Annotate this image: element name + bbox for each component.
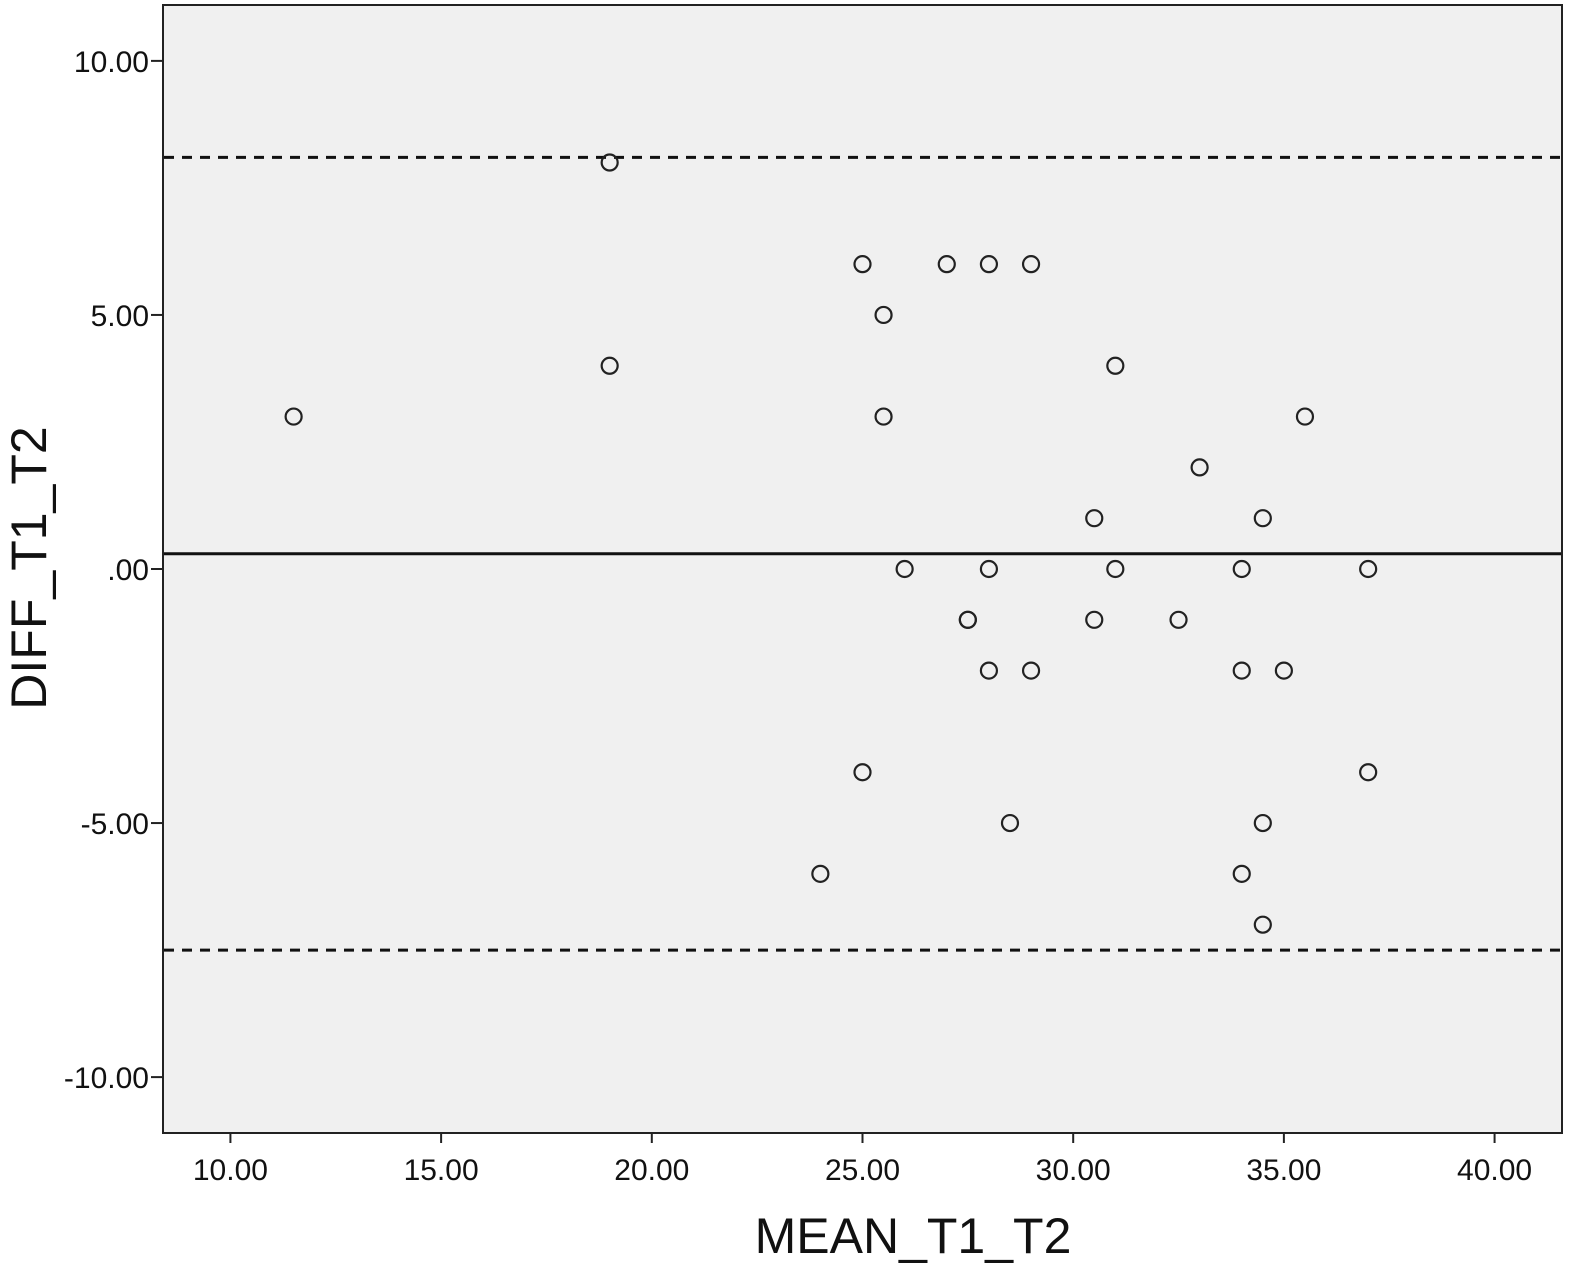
data-point	[1190, 458, 1209, 477]
data-point	[1085, 610, 1104, 629]
data-point	[1232, 559, 1251, 579]
data-point	[600, 356, 619, 375]
data-point	[1253, 813, 1272, 833]
x-tick-label: 15.00	[404, 1154, 479, 1187]
data-point	[1359, 559, 1378, 579]
y-tick-label: 5.00	[91, 300, 149, 333]
data-point	[1253, 509, 1272, 528]
y-tick-label: 10.00	[74, 46, 149, 79]
x-axis-title: MEAN_T1_T2	[755, 1208, 1072, 1264]
data-point	[1232, 661, 1251, 680]
data-point	[284, 407, 303, 426]
data-point	[979, 255, 999, 274]
x-tick-label: 25.00	[825, 1154, 900, 1187]
data-point	[853, 763, 872, 782]
data-point	[811, 864, 830, 883]
data-point	[1274, 661, 1293, 680]
data-point	[1295, 407, 1315, 426]
reference-lines	[164, 155, 1561, 952]
x-tick-label: 20.00	[614, 1154, 689, 1187]
x-tick-label: 35.00	[1246, 1154, 1321, 1187]
data-point	[958, 610, 977, 629]
data-point	[1021, 255, 1041, 274]
data-point	[1232, 864, 1251, 883]
data-point	[1359, 763, 1378, 782]
data-point	[1021, 661, 1041, 680]
data-point	[1000, 813, 1020, 833]
data-point	[1085, 509, 1104, 528]
data-point	[979, 559, 999, 579]
y-axis: 10.00 5.00 .00 -5.00 -10.00	[64, 46, 163, 1095]
data-point	[600, 153, 619, 172]
y-axis-title: DIFF_T1_T2	[1, 426, 57, 709]
data-point	[874, 407, 893, 426]
x-tick-label: 30.00	[1036, 1154, 1111, 1187]
y-tick-label: .00	[107, 554, 149, 587]
data-point	[1169, 610, 1188, 629]
y-tick-label: -10.00	[64, 1062, 149, 1095]
data-points	[284, 153, 1378, 934]
plot-area	[162, 4, 1563, 1134]
x-tick-label: 40.00	[1457, 1154, 1532, 1187]
data-point	[1253, 915, 1272, 934]
y-tick-label: -5.00	[81, 808, 149, 841]
data-point	[853, 255, 872, 274]
x-tick-label: 10.00	[193, 1154, 268, 1187]
data-point	[895, 559, 914, 579]
data-point	[937, 255, 956, 274]
data-point	[874, 305, 893, 325]
data-point	[979, 661, 999, 680]
data-point	[1106, 356, 1125, 375]
data-point	[1106, 559, 1125, 579]
x-axis: 10.00 15.00 20.00 25.00 30.00 35.00 40.00	[193, 1133, 1532, 1187]
